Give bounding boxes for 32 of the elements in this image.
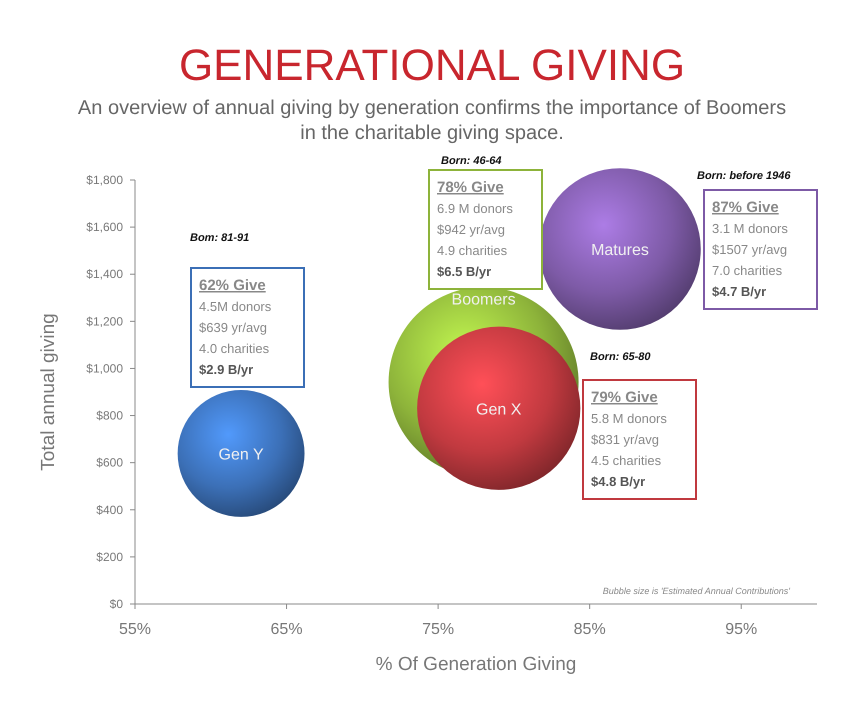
series-label: Boomers	[452, 292, 516, 309]
annotation: 62% Give 4.5M donors $639 yr/avg 4.0 charities $2.9 B/yr	[199, 277, 272, 377]
chart-subtitle: An overview of annual giving by generation confirms the importance of Boomers in the charitable giving space.	[78, 97, 786, 144]
y-tick-label: $400	[96, 502, 124, 517]
y-tick-label: $1,400	[86, 267, 124, 282]
y-tick-label: $1,200	[86, 314, 124, 328]
annotation: 87% Give 3.1 M donors $1507 yr/avg 7.0 charities $4.7 B/yr	[712, 199, 788, 299]
annotation: 78% Give 6.9 M donors $942 yr/avg 4.9 charities $6.5 B/yr	[437, 179, 514, 279]
x-axis-title: % Of Generation Giving	[376, 654, 576, 675]
annotation: Bom: 81-91	[190, 232, 250, 244]
y-tick-label: $800	[96, 408, 124, 423]
y-tick-label: $1,600	[86, 220, 124, 234]
annotation: 79% Give 5.8 M donors $831 yr/avg 4.5 charities $4.8 B/yr	[591, 389, 668, 489]
annotation: Bubble size is 'Estimated Annual Contributions'	[602, 586, 790, 596]
series-label: Gen X	[476, 401, 522, 418]
y-tick-label: $0	[110, 597, 124, 611]
y-axis-title: Total annual giving	[38, 313, 59, 471]
x-tick-label: 65%	[270, 621, 303, 638]
annotation: Born: before 1946	[697, 170, 792, 182]
y-tick-label: $600	[96, 456, 124, 470]
x-tick-label: 75%	[422, 621, 454, 638]
y-tick-label: $1,000	[86, 361, 124, 376]
chart-title: GENERATIONAL GIVING	[178, 41, 686, 90]
series-label: Gen Y	[218, 446, 264, 464]
y-tick-label: $200	[96, 550, 124, 564]
x-tick-label: 85%	[574, 621, 606, 638]
annotation: Born: 65-80	[590, 351, 652, 363]
series-label: Matures	[591, 242, 649, 260]
x-tick-label: 55%	[118, 621, 152, 638]
text: Born: 46-64	[441, 155, 502, 167]
y-tick-label: $1,800	[86, 173, 124, 187]
x-tick-label: 95%	[725, 621, 758, 638]
